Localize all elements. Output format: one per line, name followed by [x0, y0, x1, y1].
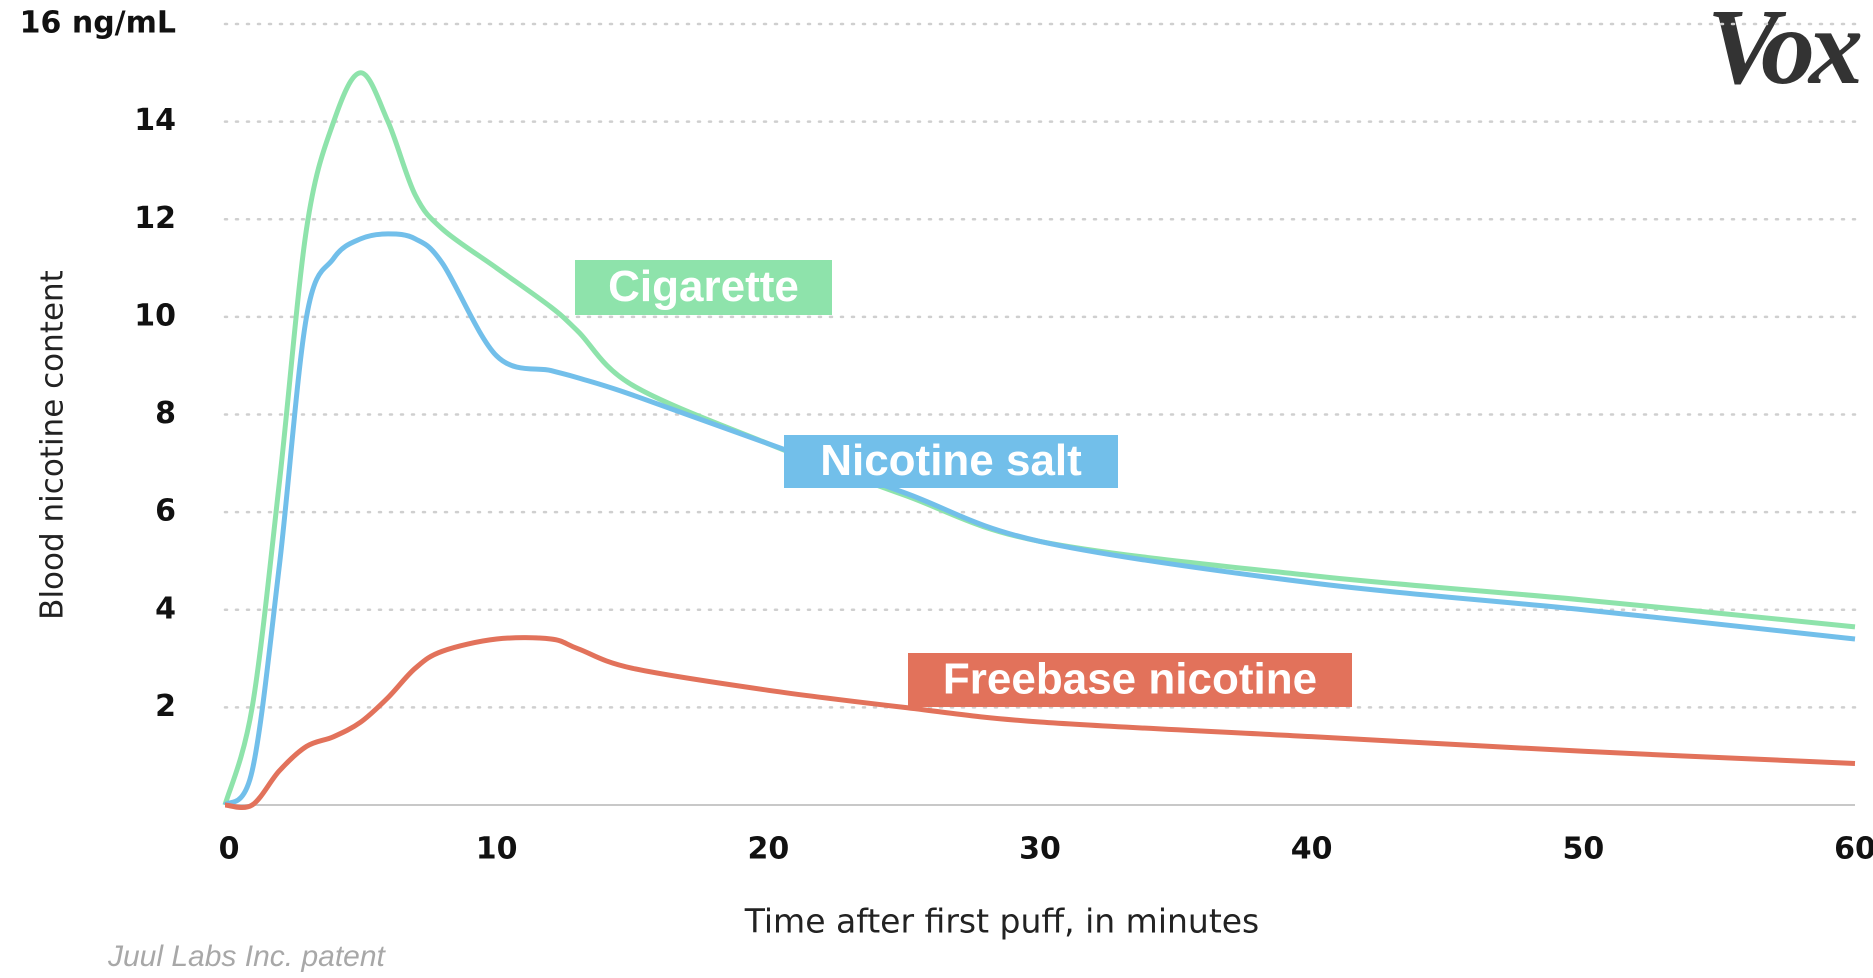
series-label: Nicotine salt [820, 436, 1082, 485]
series-line [222, 70, 1856, 806]
x-tick-label: 0 [219, 832, 240, 867]
y-tick-label: 16 ng/mL [20, 6, 176, 41]
series-line [224, 635, 1856, 811]
y-tick-label: 2 [155, 689, 176, 724]
series-label-box [784, 435, 1118, 488]
series-label-box [908, 653, 1352, 707]
x-tick-label: 10 [476, 832, 518, 867]
series-label: Freebase nicotine [943, 655, 1317, 704]
series-line [223, 231, 1856, 807]
y-tick-label: 10 [134, 298, 176, 333]
series-label-box [575, 260, 832, 315]
y-tick-label: 14 [134, 103, 176, 138]
logo: Vox [1707, 0, 1861, 107]
y-tick-label: 12 [134, 201, 176, 236]
x-tick-label: 30 [1019, 832, 1061, 867]
y-tick-label: 4 [155, 591, 176, 626]
source-note: Juul Labs Inc. patent [107, 940, 387, 973]
x-tick-label: 50 [1562, 832, 1604, 867]
series-label: Cigarette [608, 262, 799, 311]
x-tick-label: 20 [747, 832, 789, 867]
x-axis-label: Time after first puff, in minutes [744, 902, 1260, 941]
x-tick-label: 60 [1834, 832, 1873, 867]
y-tick-label: 6 [155, 494, 176, 529]
x-tick-label: 40 [1291, 832, 1333, 867]
y-axis-label: Blood nicotine content [35, 270, 71, 620]
y-tick-label: 8 [155, 396, 176, 431]
